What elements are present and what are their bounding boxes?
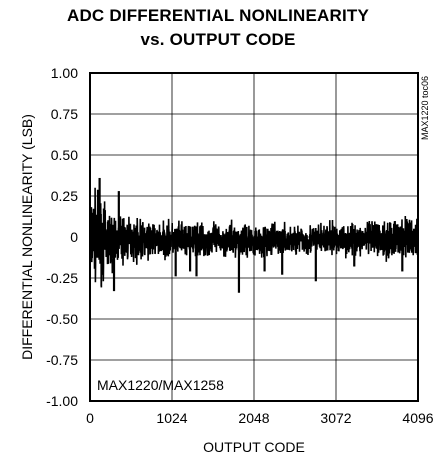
dnl-trace [89,187,419,288]
x-tick-label: 3072 [320,410,351,426]
x-axis-title: OUTPUT CODE [203,439,305,455]
y-tick-label: 0.50 [51,147,78,163]
chart-title: ADC DIFFERENTIAL NONLINEARITY [66,6,370,25]
plot-frame [89,72,419,402]
y-tick-label: -1.00 [46,393,78,409]
x-tick-labels: 0 1024 2048 3072 4096 [86,410,434,426]
y-tick-label: 1.00 [51,65,78,81]
y-tick-label: -0.50 [46,311,78,327]
chart-subtitle: vs. OUTPUT CODE [140,30,296,49]
y-tick-label: 0.25 [51,188,78,204]
x-tick-label: 0 [86,410,94,426]
y-tick-label: -0.75 [46,352,78,368]
x-tick-label: 1024 [156,410,187,426]
figure-code: MAX1220 toc06 [420,76,430,140]
x-tick-label: 2048 [238,410,269,426]
y-tick-label: 0.75 [51,106,78,122]
y-tick-label: -0.25 [46,270,78,286]
part-number-annotation: MAX1220/MAX1258 [97,377,224,393]
dnl-series [89,177,419,293]
x-tick-label: 4096 [402,410,433,426]
y-tick-label: 0 [70,229,78,245]
y-axis-title: DIFFERENTIAL NONLINEARITY (LSB) [19,114,35,360]
y-tick-labels: 1.00 0.75 0.50 0.25 0 -0.25 -0.50 -0.75 -1.00 [46,65,78,409]
